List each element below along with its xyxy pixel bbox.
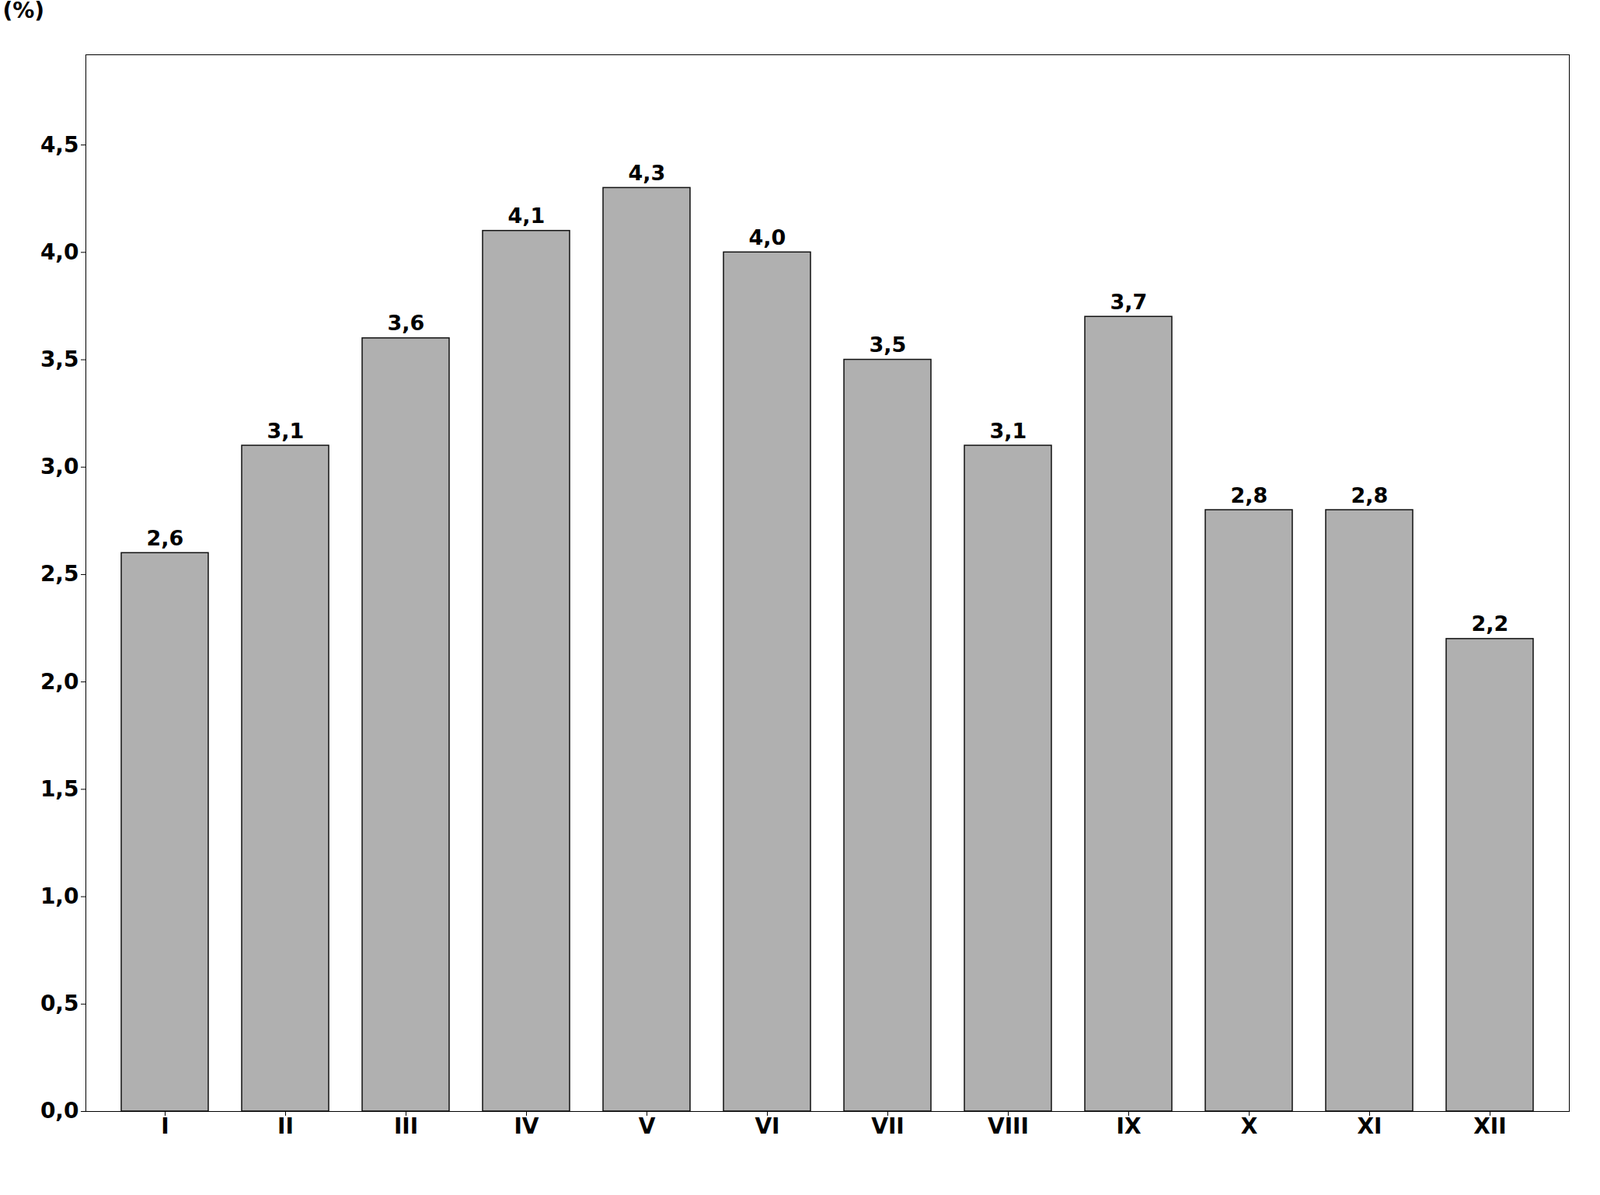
svg-text:2,2: 2,2 bbox=[1471, 611, 1510, 636]
svg-text:2,8: 2,8 bbox=[1351, 483, 1389, 508]
svg-text:2,8: 2,8 bbox=[1230, 483, 1269, 508]
svg-text:2,6: 2,6 bbox=[146, 526, 185, 551]
svg-text:1,5: 1,5 bbox=[40, 776, 80, 802]
svg-text:4,5: 4,5 bbox=[40, 132, 80, 158]
svg-text:1,0: 1,0 bbox=[40, 883, 80, 910]
svg-text:XI: XI bbox=[1356, 1113, 1382, 1140]
svg-text:3,5: 3,5 bbox=[40, 346, 80, 373]
svg-text:3,6: 3,6 bbox=[387, 310, 426, 335]
svg-text:IX: IX bbox=[1115, 1113, 1141, 1140]
svg-text:0,5: 0,5 bbox=[40, 990, 80, 1017]
svg-text:VIII: VIII bbox=[987, 1113, 1029, 1140]
svg-text:VI: VI bbox=[754, 1113, 780, 1140]
svg-text:4,3: 4,3 bbox=[628, 160, 666, 185]
svg-text:III: III bbox=[393, 1113, 419, 1140]
svg-text:4,0: 4,0 bbox=[40, 239, 80, 265]
svg-text:X: X bbox=[1240, 1113, 1259, 1140]
svg-text:XII: XII bbox=[1473, 1113, 1506, 1140]
svg-text:2,0: 2,0 bbox=[40, 669, 80, 695]
svg-text:3,7: 3,7 bbox=[1110, 289, 1148, 314]
svg-text:0,0: 0,0 bbox=[40, 1098, 80, 1124]
svg-text:IV: IV bbox=[513, 1113, 539, 1140]
svg-text:VII: VII bbox=[871, 1113, 905, 1140]
svg-text:(%): (%) bbox=[3, 0, 46, 24]
svg-text:II: II bbox=[277, 1113, 294, 1140]
svg-text:3,1: 3,1 bbox=[989, 418, 1028, 443]
svg-text:3,0: 3,0 bbox=[40, 453, 80, 480]
svg-text:3,5: 3,5 bbox=[869, 332, 907, 357]
svg-text:I: I bbox=[160, 1113, 169, 1140]
svg-text:4,0: 4,0 bbox=[749, 225, 787, 250]
svg-text:2,5: 2,5 bbox=[40, 561, 80, 587]
svg-text:4,1: 4,1 bbox=[508, 203, 546, 228]
svg-text:V: V bbox=[638, 1113, 656, 1140]
svg-text:3,1: 3,1 bbox=[267, 418, 305, 443]
